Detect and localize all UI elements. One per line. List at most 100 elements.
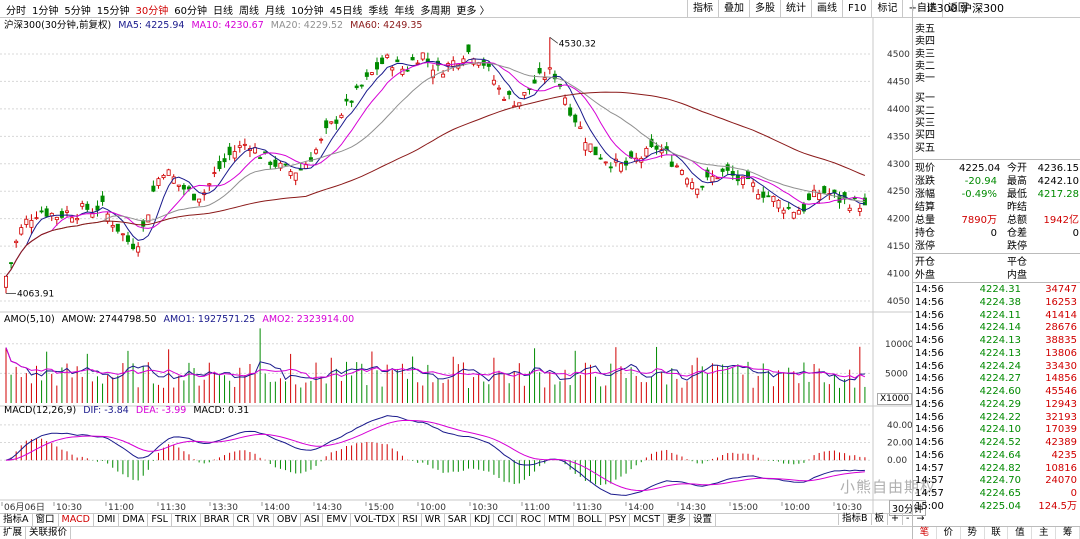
indicator-tab-20[interactable]: MTM <box>545 514 575 526</box>
macd-line <box>5 419 865 492</box>
candle-body <box>608 166 613 169</box>
open-close-row: 外盘 内盘 <box>915 269 1079 282</box>
tick-volume: 12943 <box>1045 398 1077 410</box>
indicator-tab-23[interactable]: MCST <box>630 514 665 526</box>
indicator-tab-7[interactable]: BRAR <box>201 514 234 526</box>
panel-tab-2[interactable]: 势 <box>961 527 985 539</box>
indicator-tab-24[interactable]: 更多 <box>664 514 691 526</box>
period-indicator[interactable]: 30分钟 <box>889 500 927 516</box>
candle-body <box>375 62 380 70</box>
tool-button-0[interactable]: 指标 <box>687 0 718 18</box>
right-control-3[interactable]: - <box>902 513 912 525</box>
period-tab-0[interactable]: 分时 <box>6 5 26 17</box>
right-control-2[interactable]: + <box>887 513 902 525</box>
kline-chart[interactable]: 4500 4450 4400 4350 4300 4250 4200 4150 4100 4050… <box>0 0 912 513</box>
tick-volume: 14856 <box>1045 373 1077 385</box>
period-tab-11[interactable]: 季线 <box>368 5 389 17</box>
time-label: 10:30 <box>472 503 498 513</box>
indicator-tab-12[interactable]: EMV <box>323 514 352 526</box>
period-tab-9[interactable]: 10分钟 <box>290 5 324 17</box>
indicator-tab-0[interactable]: 指标A <box>0 514 33 526</box>
period-tab-10[interactable]: 45日线 <box>329 5 363 17</box>
tool-button-7[interactable]: +自选 <box>902 0 941 18</box>
candle-body <box>679 170 684 175</box>
high-annotation: 4530.32 <box>559 39 596 49</box>
candle-body <box>573 114 578 123</box>
candle-body <box>314 149 319 154</box>
tool-button-1[interactable]: 叠加 <box>718 0 749 18</box>
candle-body <box>19 227 24 235</box>
tool-button-5[interactable]: F10 <box>842 0 871 18</box>
tool-button-3[interactable]: 统计 <box>780 0 811 18</box>
indicator-tab-21[interactable]: BOLL <box>574 514 606 526</box>
indicator-tab-11[interactable]: ASI <box>301 514 324 526</box>
indicator-tab-25[interactable]: 设置 <box>690 514 717 526</box>
period-tab-4[interactable]: 30分钟 <box>135 5 169 17</box>
period-tab-14[interactable]: 更多 〉 <box>456 5 490 17</box>
candle-body <box>4 275 9 288</box>
period-tab-8[interactable]: 月线 <box>264 5 285 17</box>
panel-tab-1[interactable]: 价 <box>937 527 961 539</box>
candle-body <box>298 168 303 171</box>
panel-tab-6[interactable]: 筹 <box>1056 527 1080 539</box>
period-tab-1[interactable]: 1分钟 <box>32 5 59 17</box>
indicator-tab-18[interactable]: CCI <box>494 514 518 526</box>
indicator-tab-16[interactable]: SAR <box>445 514 471 526</box>
indicator-tab-14[interactable]: RSI <box>399 514 422 526</box>
quote-value: 0 <box>1072 228 1079 239</box>
indicator-tab-6[interactable]: TRIX <box>172 514 201 526</box>
tick-row: 14:56 4224.24 33430 <box>915 361 1079 374</box>
candle-body <box>817 193 822 201</box>
tick-row: 14:56 4224.38 16253 <box>915 297 1079 310</box>
candle-body <box>720 168 725 172</box>
period-tab-7[interactable]: 周线 <box>238 5 259 17</box>
indicator-tab-19[interactable]: ROC <box>517 514 546 526</box>
quote-label: 昨结 <box>1007 202 1027 213</box>
panel-tab-3[interactable]: 联 <box>985 527 1009 539</box>
tool-button-2[interactable]: 多股 <box>749 0 780 18</box>
candle-body <box>293 172 298 181</box>
indicator-tab-15[interactable]: WR <box>422 514 445 526</box>
panel-tab-4[interactable]: 值 <box>1008 527 1033 539</box>
candle-body <box>80 203 85 207</box>
period-tab-2[interactable]: 5分钟 <box>64 5 91 17</box>
indicator-tab-22[interactable]: PSY <box>606 514 631 526</box>
divider <box>913 159 1080 160</box>
extra-tab-0[interactable]: 扩展 <box>0 527 27 539</box>
indicator-tab-2[interactable]: MACD <box>59 514 94 526</box>
tick-price: 4224.31 <box>979 284 1021 295</box>
period-tab-6[interactable]: 日线 <box>212 5 233 17</box>
indicator-tab-1[interactable]: 窗口 <box>33 514 59 526</box>
indicator-tab-13[interactable]: VOL-TDX <box>351 514 400 526</box>
period-tab-3[interactable]: 15分钟 <box>96 5 130 17</box>
panel-tab-5[interactable]: 主 <box>1032 527 1057 539</box>
right-control-1[interactable]: 板 <box>870 513 888 525</box>
tick-price: 4224.14 <box>979 322 1021 334</box>
macd-value-label: MACD: 0.31 <box>193 405 250 416</box>
tick-row: 14:56 4224.10 17039 <box>915 424 1079 437</box>
price-tick-label: 4200 <box>887 215 910 225</box>
candle-body <box>59 211 64 218</box>
tick-price: 4224.38 <box>979 296 1021 308</box>
right-control-0[interactable]: 指标B <box>838 513 871 525</box>
tool-button-6[interactable]: 标记 <box>871 0 902 18</box>
tool-button-8[interactable]: 返回 <box>941 0 973 18</box>
indicator-tab-5[interactable]: FSL <box>148 514 172 526</box>
tool-button-4[interactable]: 画线 <box>811 0 842 18</box>
candle-body <box>349 100 354 103</box>
indicator-tab-10[interactable]: OBV <box>274 514 302 526</box>
period-tab-13[interactable]: 多周期 <box>420 5 451 17</box>
period-tab-5[interactable]: 60分钟 <box>174 5 207 17</box>
tick-list[interactable]: 14:56 4224.31 34747 14:56 4224.38 16253 14:56 4… <box>915 284 1079 514</box>
indicator-tab-8[interactable]: CR <box>234 514 254 526</box>
extra-tab-1[interactable]: 关联报价 <box>26 527 72 539</box>
candle-body <box>791 211 796 219</box>
candle-body <box>710 175 715 183</box>
indicator-tab-17[interactable]: KDJ <box>471 514 495 526</box>
indicator-tab-3[interactable]: DMI <box>94 514 120 526</box>
indicator-tab-9[interactable]: VR <box>254 514 274 526</box>
period-tab-12[interactable]: 年线 <box>394 5 415 17</box>
tick-row: 14:56 4224.31 34747 <box>915 284 1079 297</box>
indicator-tab-4[interactable]: DMA <box>119 514 149 526</box>
panel-tab-0[interactable]: 笔 <box>913 527 937 539</box>
